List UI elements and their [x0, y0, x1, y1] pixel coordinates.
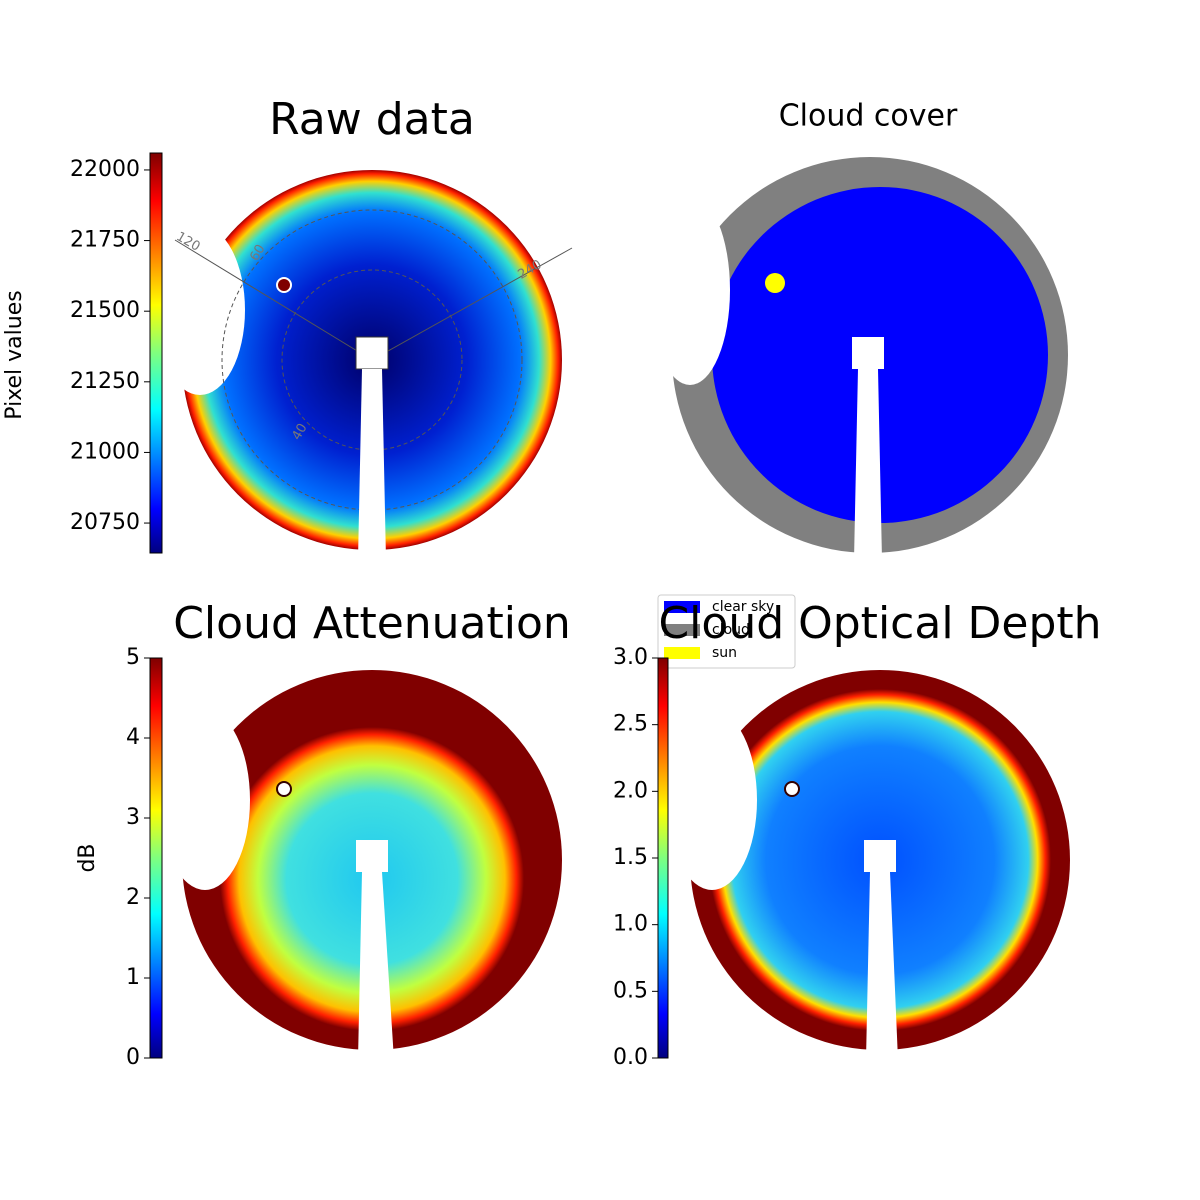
colorbar-tick-label: 5 — [126, 645, 140, 670]
colorbar-tick-label: 21750 — [70, 228, 140, 253]
colorbar-tick-label: 2 — [126, 885, 140, 910]
colorbar-tick-label: 1.0 — [613, 912, 648, 937]
colorbar-tick-label: 1.5 — [613, 845, 648, 870]
colorbar-tick-label: 21250 — [70, 369, 140, 394]
colorbar-tick-label: 22000 — [70, 157, 140, 182]
colorbar-tick-label: 21000 — [70, 439, 140, 464]
legend-swatch — [664, 647, 700, 659]
legend-swatch — [664, 624, 700, 636]
legend-swatch — [664, 601, 700, 613]
panel-title: Cloud cover — [779, 99, 958, 134]
colorbar-tick-label: 2.0 — [613, 778, 648, 803]
polar-label: 60 — [247, 242, 268, 264]
optical-depth-image — [667, 670, 1070, 1060]
colorbar-tick-label: 0.0 — [613, 1045, 648, 1070]
colorbar — [149, 657, 163, 1059]
colorbar-tick-label: 20750 — [70, 510, 140, 535]
colorbar — [657, 657, 669, 1059]
panel-title: Cloud Optical Depth — [658, 598, 1101, 649]
colorbar-tick-label: 0.5 — [613, 978, 648, 1003]
legend-label: clear sky — [712, 599, 774, 615]
polar-label: 40 — [289, 421, 310, 443]
legend-label: sun — [712, 645, 737, 661]
colorbar-tick-label: 2.5 — [613, 712, 648, 737]
colorbar-label: dB — [75, 843, 100, 872]
colorbar-label: Pixel values — [2, 290, 27, 419]
colorbar-tick-label: 21500 — [70, 298, 140, 323]
panel-title: Cloud Attenuation — [173, 598, 571, 649]
colorbar — [149, 152, 163, 554]
panel-title: Raw data — [269, 94, 475, 145]
colorbar-tick-label: 3.0 — [613, 645, 648, 670]
legend-label: cloud — [712, 622, 750, 638]
colorbar-tick-label: 0 — [126, 1045, 140, 1070]
raw-image — [155, 170, 573, 560]
colorbar-tick-label: 1 — [126, 965, 140, 990]
colorbar-tick-label: 4 — [126, 725, 140, 750]
attenuation-image — [160, 670, 562, 1060]
colorbar-tick-label: 3 — [126, 805, 140, 830]
cloud-cover-image — [650, 157, 1068, 560]
